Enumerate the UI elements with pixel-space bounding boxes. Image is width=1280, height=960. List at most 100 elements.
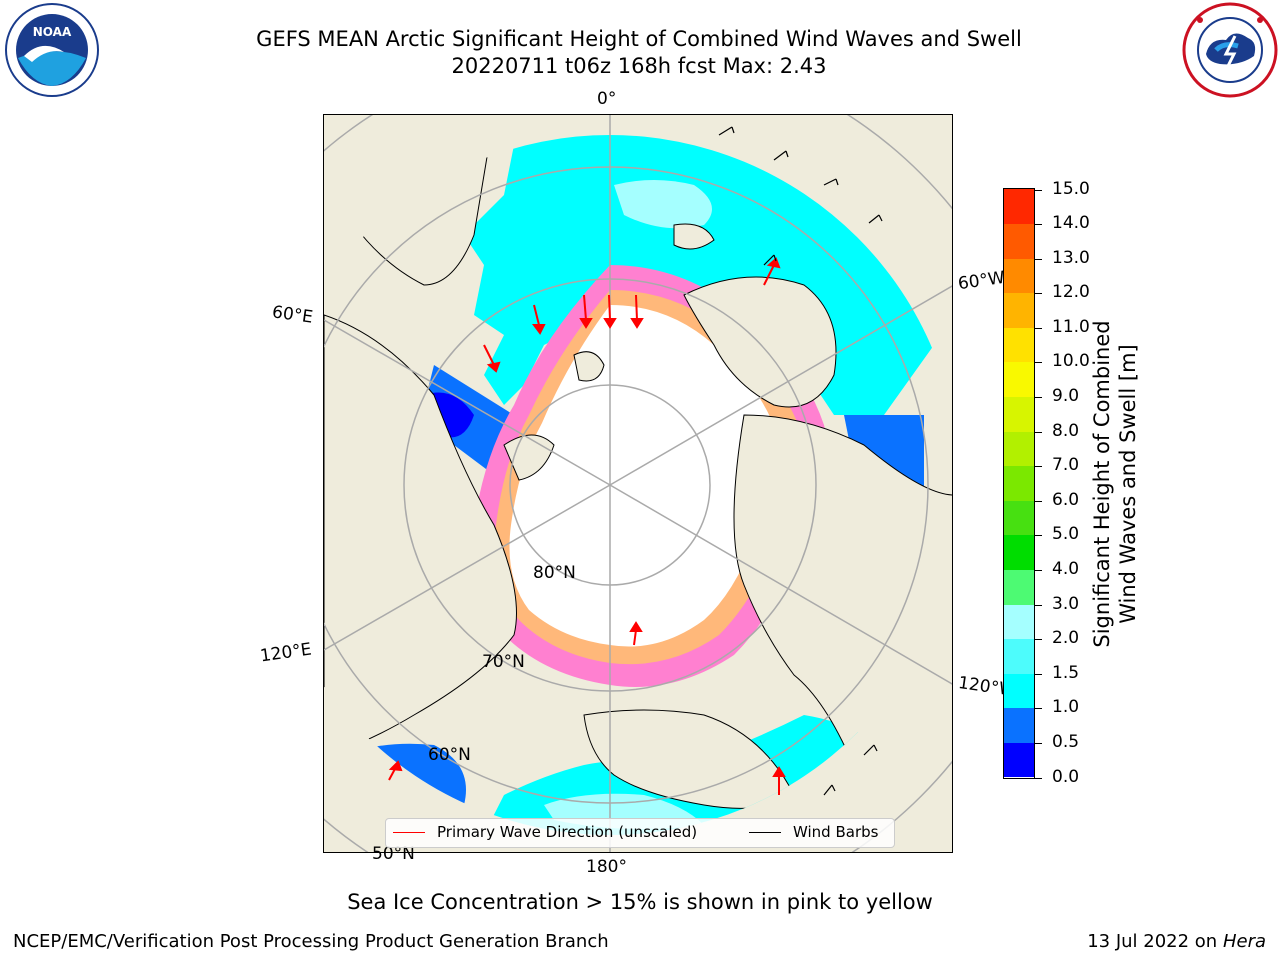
colorbar-tick <box>1035 327 1042 329</box>
meridian-60w <box>609 285 952 486</box>
svg-text:NOAA: NOAA <box>33 25 72 39</box>
lon-label-60w: 60°W <box>956 267 1007 295</box>
map-svg <box>324 115 952 852</box>
colorbar-tick <box>1035 639 1042 641</box>
colorbar-tick <box>1035 535 1042 537</box>
colorbar-tick-label: 5.0 <box>1052 524 1080 545</box>
meridian-120w <box>609 484 952 685</box>
colorbar <box>1003 188 1035 779</box>
polar-map <box>323 114 953 853</box>
colorbar-segment <box>1004 638 1034 674</box>
colorbar-tick <box>1035 224 1042 226</box>
colorbar-segment <box>1004 189 1034 225</box>
meridian-60e <box>324 319 611 486</box>
lat-label-80: 80°N <box>533 563 576 583</box>
colorbar-tick-label: 8.0 <box>1052 420 1080 441</box>
colorbar-tick-label: 2.0 <box>1052 628 1080 649</box>
colorbar-segment <box>1004 500 1034 536</box>
colorbar-tick-label: 14.0 <box>1052 213 1090 234</box>
colorbar-segment <box>1004 327 1034 363</box>
primary-wave-legend-line <box>393 832 425 833</box>
colorbar-tick <box>1035 431 1042 433</box>
colorbar-segment <box>1004 673 1034 709</box>
colorbar-segment <box>1004 258 1034 294</box>
wave-arrow <box>766 257 781 269</box>
colorbar-tick-label: 0.0 <box>1052 766 1080 787</box>
colorbar-tick-label: 11.0 <box>1052 316 1090 337</box>
colorbar-tick <box>1035 777 1042 779</box>
colorbar-tick <box>1035 500 1042 502</box>
colorbar-segment <box>1004 431 1034 467</box>
colorbar-tick <box>1035 293 1042 295</box>
wind-barb-legend-line <box>749 832 781 833</box>
wave-arrow <box>532 324 546 335</box>
colorbar-label-line1: Significant Height of Combined <box>1090 320 1114 648</box>
wave-arrow <box>579 318 593 329</box>
lon-label-180: 180° <box>586 857 627 877</box>
colorbar-tick-label: 9.0 <box>1052 386 1080 407</box>
colorbar-label-line2: Wind Waves and Swell [m] <box>1116 344 1140 624</box>
wave-arrow <box>486 361 501 373</box>
map-legend: Primary Wave Direction (unscaled) Wind B… <box>385 818 895 848</box>
wind-barbs <box>718 126 883 796</box>
wave-arrow <box>630 318 644 329</box>
colorbar-segment <box>1004 396 1034 432</box>
colorbar-tick-label: 0.5 <box>1052 731 1080 752</box>
wave-arrows <box>388 257 786 795</box>
colorbar-label: Significant Height of Combined Wind Wave… <box>1089 304 1141 664</box>
colorbar-tick-label: 13.0 <box>1052 247 1090 268</box>
colorbar-tick <box>1035 362 1042 364</box>
colorbar-segment <box>1004 361 1034 398</box>
colorbar-tick-label: 7.0 <box>1052 455 1080 476</box>
colorbar-segment <box>1004 569 1034 605</box>
colorbar-tick-label: 1.0 <box>1052 697 1080 718</box>
lon-label-60e: 60°E <box>270 302 315 328</box>
colorbar-tick <box>1035 189 1042 191</box>
colorbar-tick <box>1035 569 1042 571</box>
colorbar-tick-label: 6.0 <box>1052 489 1080 510</box>
wave-arrow <box>603 318 617 329</box>
sea-ice-note: Sea Ice Concentration > 15% is shown in … <box>347 890 933 914</box>
colorbar-tick-label: 1.5 <box>1052 662 1080 683</box>
colorbar-tick-label: 15.0 <box>1052 178 1090 199</box>
noaa-logo: NOAA <box>2 2 102 102</box>
colorbar-segment <box>1004 223 1034 259</box>
chart-title: GEFS MEAN Arctic Significant Height of C… <box>256 27 1022 51</box>
lat-label-70: 70°N <box>482 652 525 672</box>
greenland-land <box>683 276 837 408</box>
colorbar-segment <box>1004 465 1034 501</box>
wave-arrow <box>388 760 403 772</box>
colorbar-segment <box>1004 604 1034 640</box>
colorbar-tick <box>1035 708 1042 710</box>
colorbar-segment <box>1004 534 1034 570</box>
colorbar-tick <box>1035 258 1042 260</box>
colorbar-segment <box>1004 742 1034 778</box>
lat-label-60: 60°N <box>428 745 471 765</box>
colorbar-tick <box>1035 466 1042 468</box>
wave-arrow <box>629 621 643 632</box>
footer-branch: NCEP/EMC/Verification Post Processing Pr… <box>13 931 609 952</box>
atlantic-high-wave <box>614 180 712 229</box>
colorbar-segment <box>1004 292 1034 328</box>
colorbar-tick <box>1035 604 1042 606</box>
footer-date-text: 13 Jul 2022 on <box>1087 931 1223 952</box>
colorbar-tick <box>1035 673 1042 675</box>
colorbar-tick-label: 3.0 <box>1052 593 1080 614</box>
wind-barb-legend-label: Wind Barbs <box>793 823 879 841</box>
lon-label-0: 0° <box>597 89 617 109</box>
lat-label-50: 50°N <box>372 844 415 864</box>
graticule <box>324 115 952 852</box>
footer-machine: Hera <box>1222 931 1266 952</box>
meridian-120e <box>324 484 611 651</box>
svalbard-land <box>573 351 605 382</box>
lon-label-120e: 120°E <box>258 639 313 667</box>
iceland-land <box>673 223 715 250</box>
colorbar-segment <box>1004 707 1034 743</box>
primary-wave-legend-label: Primary Wave Direction (unscaled) <box>437 823 698 841</box>
colorbar-tick-label: 4.0 <box>1052 558 1080 579</box>
wave-arrow <box>772 766 786 777</box>
footer-date: 13 Jul 2022 on Hera <box>1087 931 1266 952</box>
colorbar-tick <box>1035 742 1042 744</box>
siberia-land <box>324 314 517 756</box>
colorbar-tick-label: 10.0 <box>1052 351 1090 372</box>
